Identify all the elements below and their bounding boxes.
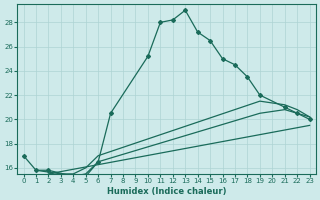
X-axis label: Humidex (Indice chaleur): Humidex (Indice chaleur) [107, 187, 226, 196]
